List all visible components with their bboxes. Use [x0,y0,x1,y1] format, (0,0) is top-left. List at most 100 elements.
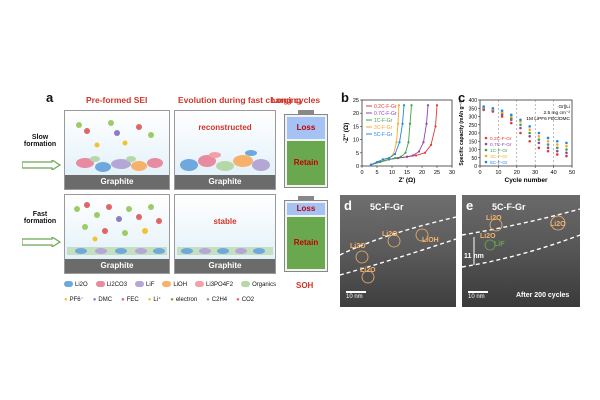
legend-text-1: Li2CO3 [106,281,128,288]
panel-d-tem-image: d 5C-F-Gr Li2O Li2O LiOH Li2O 10 nm [340,195,456,307]
panel-b-ytick-3: 15 [353,124,359,130]
panel-c-ylabel: Specific capacity (mAh g⁻¹) [459,100,465,165]
panel-b-point-1-7 [422,141,425,144]
panel-c-point-1-4 [519,126,522,130]
panel-b-point-1-4 [405,155,409,158]
panel-c-point-4-7 [546,136,550,140]
species-icon-5: ● [206,297,210,303]
slow-formation-label: Slow formation [23,134,57,148]
panel-b-point-4-2 [381,158,385,161]
panel-c-xlabel: Cycle number [505,177,548,184]
panel-c-ytick-0: 0 [474,164,477,170]
legend-swatch-5 [241,281,251,287]
panel-c-legend-2: 1C-F-Gr [490,148,508,154]
panel-c-point-0-9 [565,154,568,158]
legend-swatch-3 [162,281,172,287]
panel-c-point-4-3 [509,113,513,117]
panel-c-info-2: 1M LiPF6 FEC/DMC [526,116,570,122]
panel-c-ytick-1: 50 [471,156,477,162]
legend-item-4: Li3PO4F2 [195,281,234,288]
panel-c-chart: 0 10 20 30 40 50 0 50 100 150 200 250 300 350 400 Cycle… [458,96,580,186]
panel-c-point-4-9 [565,141,568,145]
species-text-1: DMC [98,297,113,303]
panel-d-label-2: Li2O [382,231,398,238]
panel-c-point-4-0 [482,105,485,108]
panel-c-ytick-8: 400 [469,98,478,104]
panel-e-title: 5C-F-Gr [492,202,526,212]
panel-c-legend-dot-0 [484,136,488,140]
slow-battery-icon: Loss Retain [284,110,328,188]
species-icon-4: ● [170,297,174,303]
header-evolution: Evolution during fast charging [178,95,302,105]
panel-c-point-1-8 [555,149,559,153]
panel-c-legend-3: 3C-F-Gr [490,154,508,160]
panel-d-scale-label: 10 nm [346,294,363,300]
panel-e-label-4: Li2O [480,233,496,240]
panel-c-label: c [458,90,466,105]
fast-graphite-2: Graphite [175,259,275,273]
soh-label: SOH [296,281,314,290]
fast-battery-icon: Loss Retain [284,196,328,272]
fast-formation-label: Fast formation [23,211,57,225]
panel-e-tem-image: e 5C-F-Gr Li2O Li2O LiF Li2O 11 nm 10 nm… [462,195,580,307]
legend-item-1: Li2CO3 [95,281,128,288]
panel-b-point-1-9 [426,104,430,107]
panel-c-point-2-5 [528,131,531,135]
panel-b-point-0-8 [434,125,437,128]
panel-c-xtick-3: 30 [532,170,538,176]
panel-b-xtick-5: 25 [434,170,440,176]
panel-c-point-2-6 [537,138,541,141]
panel-c-point-1-7 [546,146,550,150]
slow-arrow-icon [21,157,62,172]
species-icon-6: ● [236,297,240,303]
panel-c-point-1-9 [565,151,568,155]
legend-swatch-2 [135,281,145,287]
panel-e-scale-label: 10 nm [468,294,485,300]
species-icon-1: ● [92,297,97,303]
panel-b-point-2-3 [393,156,397,160]
panel-c-ytick-6: 300 [469,115,478,121]
species-icon-0: ● [64,297,68,303]
panel-c-point-0-6 [537,146,541,150]
legend-row-1: Li2O Li2CO3 LiF LiOH Li3PO4F2 Organics [64,281,284,288]
panel-c-point-4-4 [519,118,522,122]
panel-b-point-3-5 [395,141,398,144]
species-item-3: ● Li⁺ [148,297,161,303]
legend-item-5: Organics [241,281,276,288]
slow-state-label: reconstructed [198,123,252,132]
panel-c-xtick-2: 20 [514,170,520,176]
panel-c-point-3-9 [565,144,568,148]
panel-b-ytick-5: 25 [353,98,359,104]
panel-c-point-2-8 [555,146,559,150]
legend-swatch-4 [195,281,205,287]
panel-c-ytick-3: 150 [469,139,478,145]
panel-d-label: d [344,198,352,213]
panel-e-label-2: Li2O [550,221,566,228]
panel-e-note: After 200 cycles [516,292,570,299]
fast-battery-retain: Retain [287,217,325,269]
panel-e-scale-bar [468,291,488,293]
panel-b-point-4-6 [401,122,404,125]
header-long-cycles: Long cycles [271,95,321,105]
panel-b-point-4-4 [393,153,397,156]
fast-arrow-icon [21,234,62,249]
panel-b-legend-4: 5C-F-Gr [374,132,393,138]
species-item-0: ● PF6⁻ [64,297,84,303]
species-item-6: ● CO2 [236,297,254,303]
panel-d-title: 5C-F-Gr [370,202,404,212]
panel-e-label-1: Li2O [486,215,502,222]
panel-c-xtick-1: 10 [495,170,501,176]
panel-b-xtick-0: 0 [360,170,363,176]
panel-c-point-0-8 [555,153,559,156]
panel-c-point-4-6 [537,131,541,135]
panel-c-point-0-7 [546,149,550,153]
species-icon-2: ● [121,297,125,303]
legend-text-0: Li2O [75,281,88,288]
panel-c-point-0-3 [509,121,513,125]
legend-text-4: Li3PO4F2 [206,281,234,288]
panel-b-ytick-2: 10 [353,138,359,144]
panel-c-legend-1: 0.7C-F-Gr [490,142,512,148]
panel-b-point-2-7 [408,122,412,125]
panel-b-point-4-5 [398,141,401,144]
panel-b-point-1-6 [417,150,421,153]
